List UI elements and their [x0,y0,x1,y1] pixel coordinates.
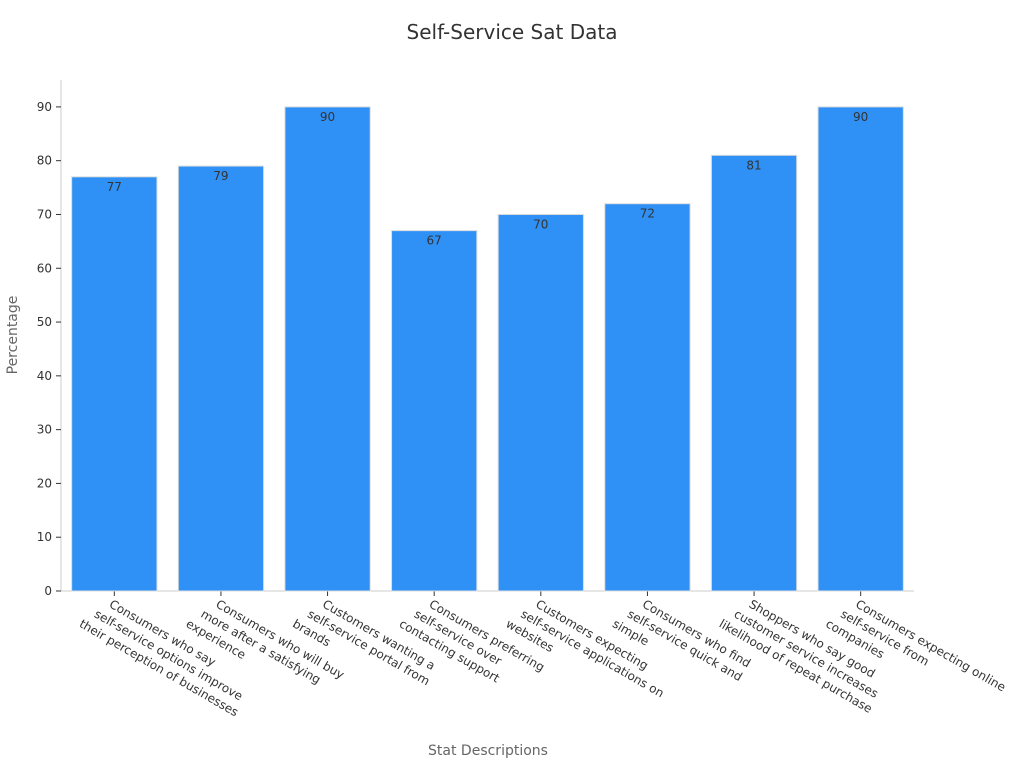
data-label: 72 [640,207,655,221]
data-label: 77 [107,180,122,194]
y-tick-label: 50 [37,315,52,329]
data-label: 81 [746,158,761,172]
y-tick-label: 20 [37,476,52,490]
bar [817,106,904,592]
y-tick-label: 70 [37,207,52,221]
bar [284,106,371,592]
data-label: 70 [533,217,548,231]
data-label: 90 [853,110,868,124]
y-axis: 0 10 20 30 40 50 60 70 80 90 [37,80,62,598]
chart-title: Self-Service Sat Data [406,20,618,44]
bar [497,213,584,592]
data-label: 90 [320,110,335,124]
y-tick-label: 60 [37,261,52,275]
bar [604,203,691,592]
y-tick-label: 90 [37,100,52,114]
x-axis [61,590,914,596]
bar [391,230,478,592]
data-label: 79 [213,169,228,183]
data-label: 67 [427,234,442,248]
bar [177,165,265,592]
y-tick-label: 10 [37,530,52,544]
bar [71,176,158,592]
bars: 77 79 90 67 70 72 81 90 [71,106,904,592]
x-axis-title: Stat Descriptions [428,743,548,759]
y-axis-title: Percentage [5,296,21,375]
y-tick-label: 40 [37,369,52,383]
y-tick-label: 0 [44,584,52,598]
bar [710,154,798,592]
y-tick-label: 30 [37,423,52,437]
y-tick-label: 80 [37,154,52,168]
